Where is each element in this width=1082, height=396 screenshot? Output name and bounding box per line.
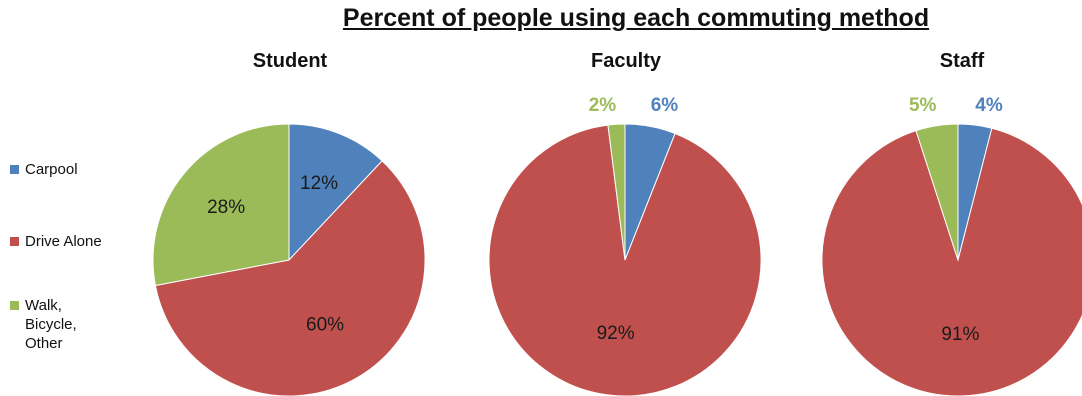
legend-swatch-walk-bicycle-other [10,301,19,310]
pie-label-staff-walk-bicycle-other: 5% [909,95,937,116]
pie-slice-faculty-walk-bicycle-other [607,123,626,261]
pie-label-staff-drive-alone: 91% [941,324,979,345]
pie-title-staff: Staff [939,50,985,72]
pie-slice-student-carpool [288,123,383,262]
pie-label-student-walk-bicycle-other: 28% [207,197,245,218]
pie-label-faculty-carpool: 6% [651,95,679,116]
pie-slice-student-drive-alone [154,160,426,396]
pie-label-faculty-drive-alone: 92% [597,323,635,344]
chart-title: Percent of people using each commuting m… [342,4,930,32]
pie-slice-faculty-drive-alone [488,124,762,396]
pie-label-student-carpool: 12% [300,173,338,194]
legend-item-carpool: Carpool [10,160,135,179]
legend-label: Carpool [25,161,78,178]
pie-title-student: Student [252,50,328,72]
legend-item-drive-alone: Drive Alone [10,232,135,251]
legend-swatch-carpool [10,165,19,174]
legend-label: Drive Alone [25,233,102,250]
legend-item-walk-bicycle-other: Walk, Bicycle, Other [10,296,135,353]
legend-label: Walk, Bicycle, Other [25,297,77,352]
pie-label-student-drive-alone: 60% [306,315,344,336]
pie-slice-student-walk-bicycle-other [152,123,290,287]
pie-label-staff-carpool: 4% [975,95,1003,116]
pie-slice-staff-walk-bicycle-other [915,123,959,261]
pie-label-faculty-walk-bicycle-other: 2% [589,95,617,116]
legend-swatch-drive-alone [10,237,19,246]
pie-title-faculty: Faculty [590,50,662,72]
